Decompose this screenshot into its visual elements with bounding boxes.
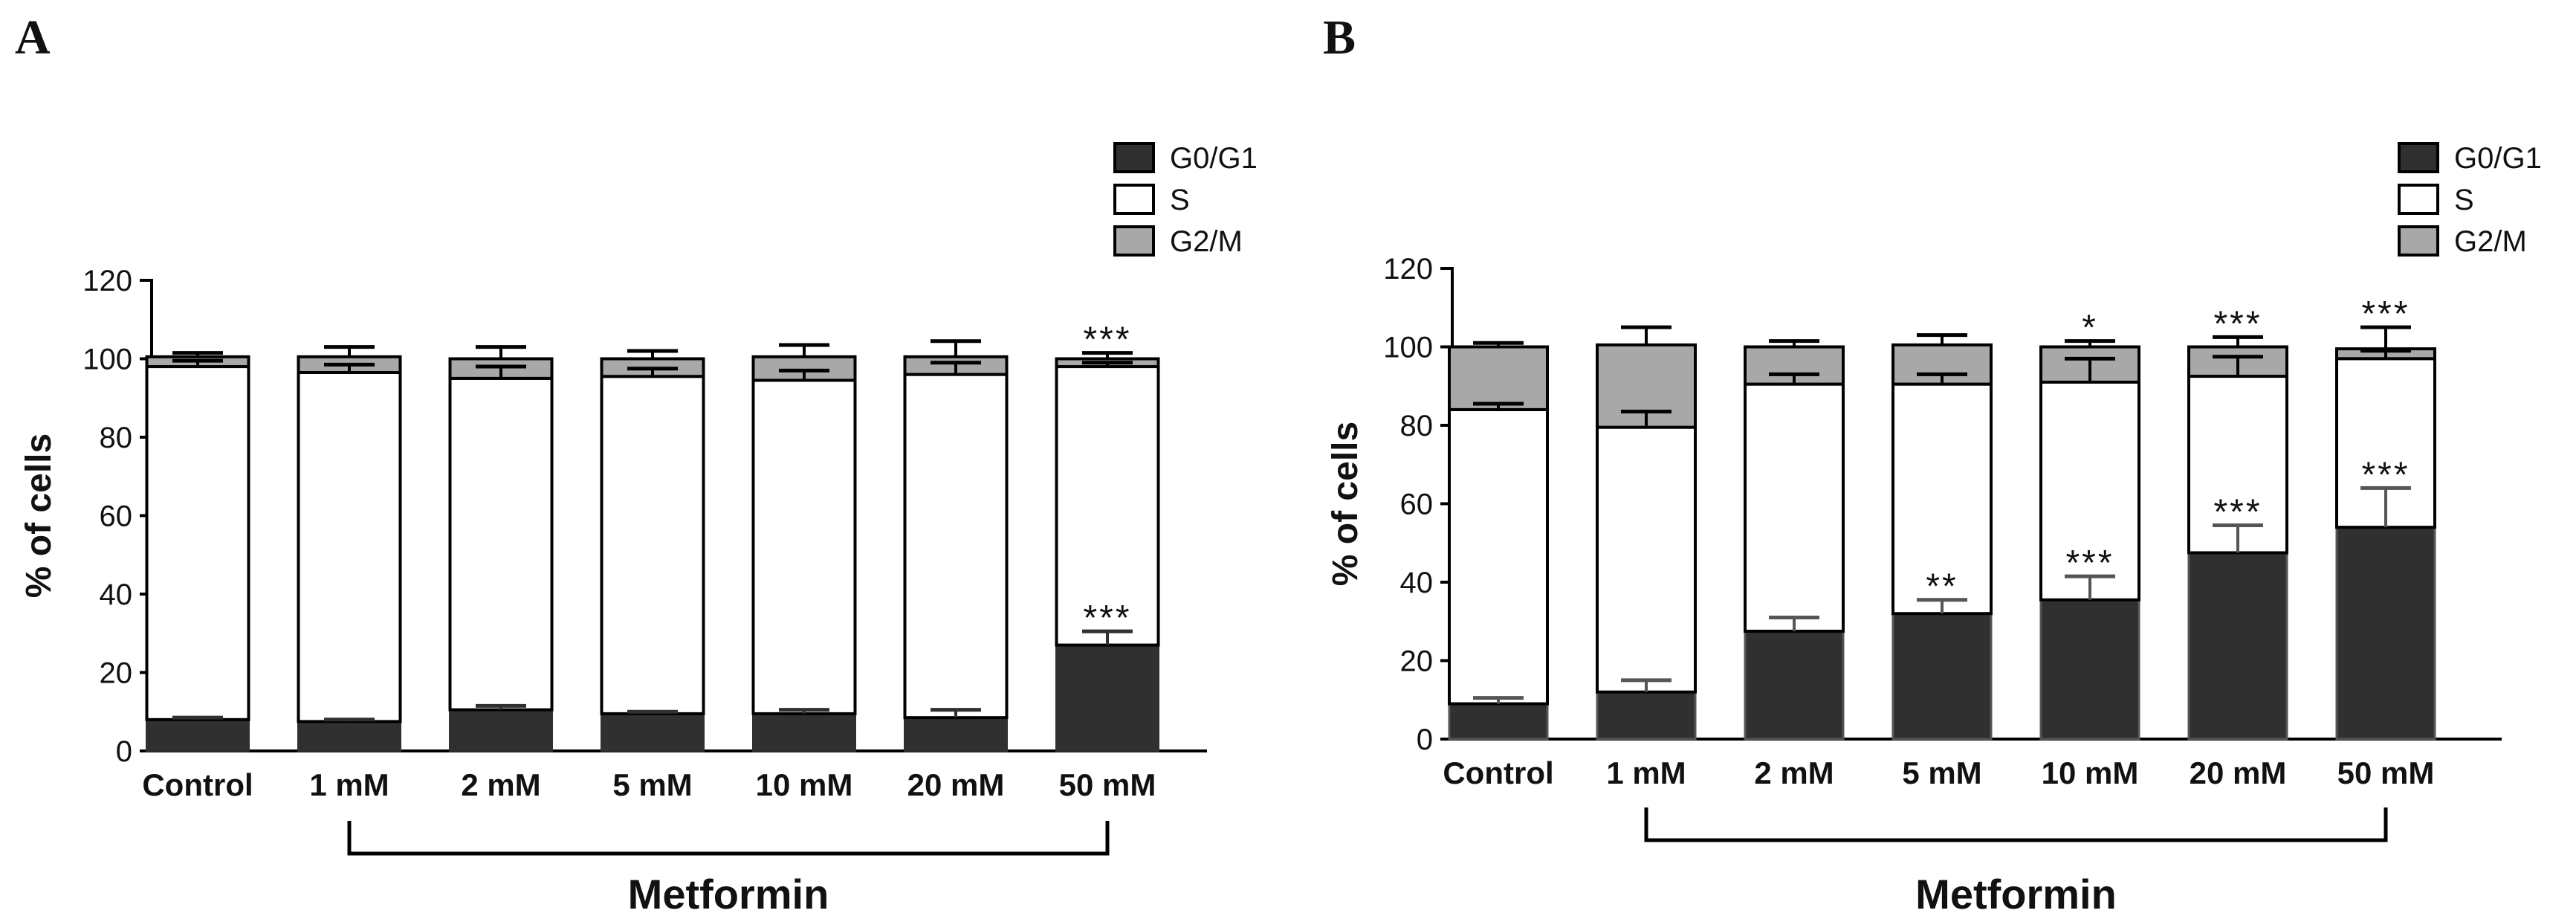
y-tick-label: 100 — [1383, 332, 1433, 364]
bar-g0g1-2mm — [1744, 630, 1845, 741]
bar-g0g1-1mm — [1596, 691, 1697, 741]
significance-marker: *** — [2065, 544, 2114, 583]
y-tick-label: 60 — [1400, 488, 1434, 521]
bar-g0g1-5mm — [601, 712, 705, 752]
x-tick-label: 20 mM — [2190, 755, 2287, 790]
significance-marker: *** — [2213, 493, 2262, 532]
bar-s-20mm — [903, 373, 1009, 720]
bar-g0g1-2mm — [449, 709, 553, 752]
group-bracket — [347, 821, 1110, 856]
legend-swatch-s — [2398, 184, 2439, 215]
bar-s-control — [145, 365, 250, 721]
y-tick-label: 60 — [100, 500, 133, 533]
bar-s-50mm — [1055, 365, 1160, 647]
y-tick-label: 20 — [100, 657, 133, 690]
significance-marker: *** — [2361, 455, 2410, 494]
y-tick-label: 0 — [1417, 723, 1433, 756]
significance-marker: *** — [2361, 294, 2410, 334]
bar-g0g1-control — [1448, 703, 1549, 741]
bar-g2m-control — [1448, 345, 1549, 411]
group-bracket — [1644, 807, 2388, 842]
significance-marker: ** — [1926, 567, 1958, 607]
x-tick-label: 5 mM — [612, 767, 692, 802]
bar-g0g1-50mm — [1055, 644, 1159, 752]
legend-swatch-g2m — [2398, 225, 2439, 257]
significance-marker: *** — [1083, 599, 1131, 638]
bar-g0g1-20mm — [904, 716, 1008, 752]
y-tick-label: 0 — [116, 735, 132, 768]
bar-s-5mm — [1891, 382, 1993, 616]
panel-label: B — [1323, 10, 1356, 65]
x-tick-label: 50 mM — [2337, 755, 2435, 790]
y-axis-title: % of cells — [19, 433, 59, 598]
significance-marker: *** — [1083, 320, 1131, 360]
x-tick-label: 1 mM — [1606, 755, 1686, 790]
bar-s-1mm — [1596, 425, 1697, 694]
group-label: Metformin — [628, 871, 829, 918]
panel-b-chart: B 0 20 40 60 80 100 120 % of cells Control 1 mM 2 m… — [1323, 10, 2542, 918]
legend-label: S — [1170, 184, 1190, 216]
y-tick-label: 80 — [100, 422, 133, 454]
panel-label: A — [15, 10, 51, 65]
significance-marker: *** — [2213, 304, 2262, 344]
y-tick-label: 120 — [1383, 253, 1433, 286]
x-tick-label: 2 mM — [461, 767, 540, 802]
bar-s-20mm — [2187, 375, 2288, 555]
x-tick-label: 10 mM — [756, 767, 853, 802]
x-tick-label: 50 mM — [1059, 767, 1156, 802]
bar-g0g1-10mm — [2039, 599, 2140, 741]
y-tick-label: 40 — [100, 578, 133, 611]
y-tick-label: 40 — [1400, 567, 1434, 599]
legend-label: G0/G1 — [1170, 142, 1258, 175]
bar-s-1mm — [297, 370, 402, 723]
bar-s-2mm — [1744, 382, 1845, 633]
x-tick-label: 5 mM — [1902, 755, 1981, 790]
legend-label: S — [2454, 184, 2474, 216]
bar-s-2mm — [448, 376, 554, 712]
bar-g0g1-20mm — [2187, 551, 2288, 741]
panel-a-chart: A 0 20 40 60 80 100 120 % of cells Control 1 mM 2 m… — [15, 10, 1258, 918]
legend-label: G2/M — [1170, 225, 1243, 258]
bar-s-control — [1448, 407, 1549, 706]
y-tick-label: 80 — [1400, 410, 1434, 442]
x-tick-label: 10 mM — [2042, 755, 2139, 790]
legend-label: G0/G1 — [2454, 142, 2542, 175]
legend-label: G2/M — [2454, 225, 2527, 258]
x-tick-label: 20 mM — [907, 767, 1005, 802]
group-label: Metformin — [1915, 871, 2117, 918]
significance-marker: * — [2082, 309, 2098, 348]
legend-swatch-g0g1 — [1113, 142, 1155, 173]
legend-swatch-s — [1113, 184, 1155, 215]
y-tick-label: 120 — [82, 265, 132, 297]
bar-g0g1-1mm — [297, 720, 401, 752]
y-tick-label: 20 — [1400, 645, 1434, 678]
x-tick-label: 1 mM — [309, 767, 389, 802]
y-tick-label: 100 — [82, 344, 132, 376]
legend-swatch-g0g1 — [2398, 142, 2439, 173]
x-tick-label: Control — [142, 767, 253, 802]
bar-g0g1-10mm — [752, 712, 856, 752]
bar-s-10mm — [2039, 380, 2140, 602]
legend-swatch-g2m — [1113, 225, 1155, 257]
bar-s-10mm — [751, 378, 857, 715]
x-tick-label: 2 mM — [1754, 755, 1834, 790]
bar-g0g1-5mm — [1891, 612, 1993, 741]
bar-g0g1-control — [146, 718, 250, 752]
y-axis-title: % of cells — [1326, 422, 1365, 586]
bar-s-5mm — [600, 375, 705, 715]
x-tick-label: Control — [1443, 755, 1553, 790]
bar-g0g1-50mm — [2335, 526, 2436, 741]
